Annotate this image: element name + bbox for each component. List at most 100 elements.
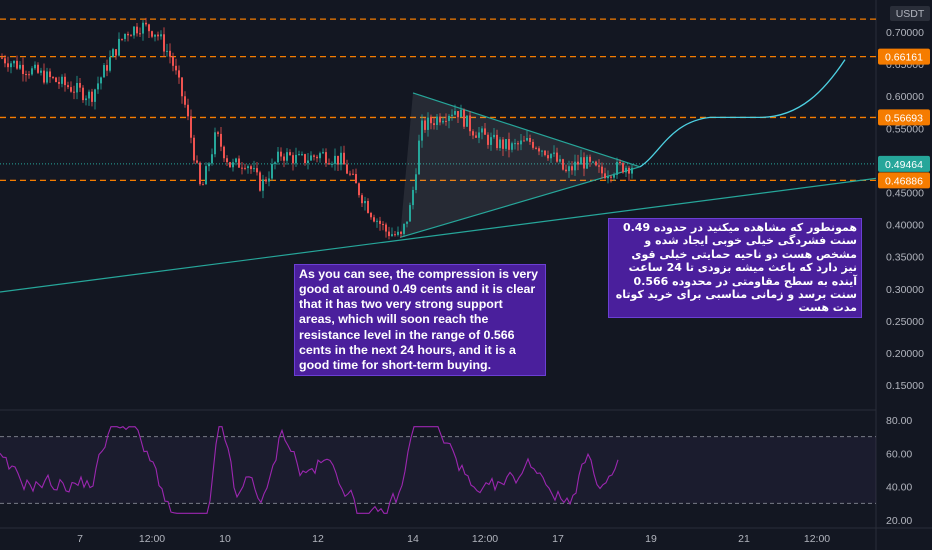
candle-body	[310, 155, 312, 161]
candle-body	[409, 205, 411, 222]
candle-body	[364, 200, 366, 204]
candle-body	[193, 137, 195, 161]
x-tick-label: 17	[552, 533, 564, 545]
candle-body	[508, 139, 510, 150]
candle-body	[76, 82, 78, 93]
candle-body	[535, 147, 537, 149]
candle-body	[256, 168, 258, 173]
candle-body	[493, 134, 495, 138]
candle-body	[316, 156, 318, 159]
candle-body	[592, 161, 594, 163]
candle-body	[25, 74, 27, 76]
candle-body	[607, 176, 609, 179]
y-tick-label: 0.40000	[886, 220, 924, 232]
y-tick-label: 0.15000	[886, 380, 924, 392]
candle-body	[580, 157, 582, 165]
candle-body	[286, 152, 288, 161]
candle-body	[220, 133, 222, 147]
candle-body	[433, 123, 435, 126]
y-tick-label: 0.30000	[886, 284, 924, 296]
candle-body	[127, 33, 129, 36]
candle-body	[190, 116, 192, 138]
candle-body	[61, 76, 63, 84]
candle-body	[583, 157, 585, 169]
candle-body	[211, 154, 213, 164]
candle-body	[19, 64, 21, 69]
rsi-tick-label: 60.00	[886, 448, 912, 460]
candle-body	[124, 33, 126, 39]
candle-body	[229, 162, 231, 168]
candle-body	[301, 154, 303, 156]
candle-body	[292, 155, 294, 164]
candle-body	[595, 161, 597, 166]
candle-body	[178, 70, 180, 78]
currency-label: USDT	[896, 8, 925, 20]
candle-body	[121, 38, 123, 40]
candle-body	[463, 109, 465, 127]
candle-body	[412, 189, 414, 206]
candle-body	[100, 77, 102, 84]
candle-body	[46, 71, 48, 83]
current-price-label: 0.49464	[885, 159, 923, 171]
y-tick-label: 0.20000	[886, 348, 924, 360]
candle-body	[115, 49, 117, 56]
candle-body	[496, 134, 498, 149]
candle-body	[436, 116, 438, 126]
candle-body	[346, 164, 348, 174]
candle-body	[232, 162, 234, 168]
candle-body	[40, 70, 42, 73]
support-trendline	[0, 177, 877, 293]
candle-body	[34, 64, 36, 69]
candle-body	[157, 34, 159, 37]
candle-body	[196, 160, 198, 163]
candle-body	[481, 128, 483, 133]
candle-body	[214, 132, 216, 155]
candle-body	[349, 173, 351, 175]
candle-body	[538, 148, 540, 152]
candle-body	[511, 143, 513, 150]
price-level-label: 0.56693	[885, 112, 923, 124]
candle-body	[319, 153, 321, 159]
candle-body	[97, 83, 99, 90]
candle-body	[91, 91, 93, 102]
candle-body	[469, 115, 471, 132]
candle-body	[514, 143, 516, 145]
candle-body	[547, 155, 549, 159]
candle-body	[625, 167, 627, 173]
rsi-tick-label: 80.00	[886, 415, 912, 427]
candle-body	[217, 132, 219, 134]
candle-body	[106, 65, 108, 71]
candle-body	[343, 152, 345, 165]
price-level-badge	[878, 48, 930, 65]
candle-body	[289, 152, 291, 156]
candle-body	[181, 77, 183, 97]
candle-body	[13, 60, 15, 64]
candle-body	[298, 154, 300, 156]
candle-body	[367, 200, 369, 213]
x-tick-label: 14	[407, 533, 419, 545]
candle-body	[118, 38, 120, 56]
candle-body	[577, 161, 579, 165]
candle-body	[163, 34, 165, 52]
candle-body	[265, 179, 267, 182]
x-tick-label: 12:00	[139, 533, 165, 545]
candle-body	[439, 116, 441, 123]
candle-body	[388, 231, 390, 237]
candle-body	[133, 26, 135, 36]
candle-body	[82, 87, 84, 101]
candle-body	[271, 163, 273, 179]
candle-body	[451, 114, 453, 116]
candle-body	[139, 33, 141, 35]
candle-body	[37, 64, 39, 73]
candle-body	[586, 156, 588, 169]
candle-body	[574, 161, 576, 171]
candle-body	[382, 223, 384, 225]
candle-body	[589, 156, 591, 162]
x-tick-label: 21	[738, 533, 750, 545]
candle-body	[85, 98, 87, 101]
candle-body	[208, 163, 210, 167]
candle-body	[268, 178, 270, 182]
candle-body	[79, 82, 81, 88]
candle-body	[415, 174, 417, 190]
